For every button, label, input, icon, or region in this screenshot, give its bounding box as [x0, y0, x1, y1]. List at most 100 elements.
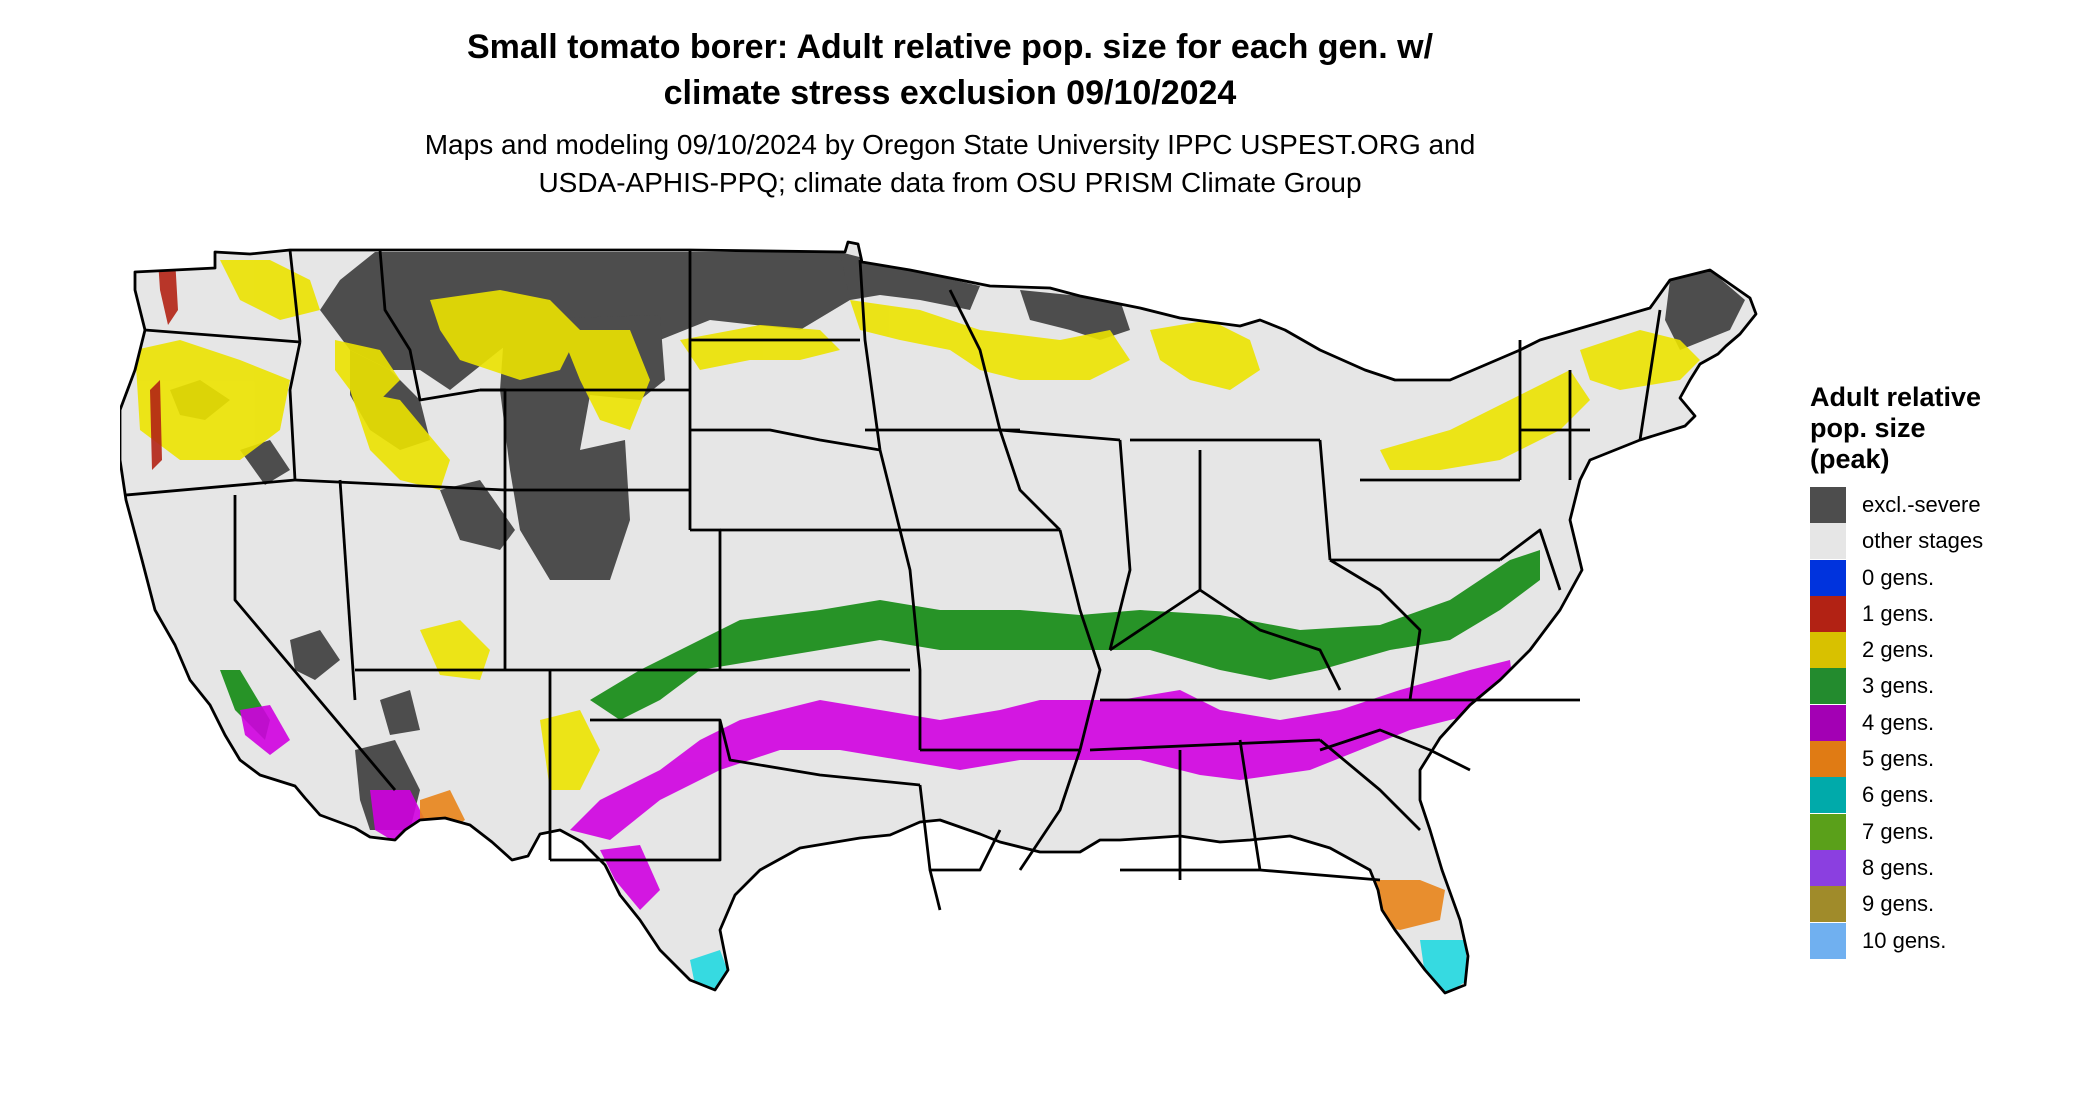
- legend-swatch: [1810, 886, 1846, 923]
- border-mn-wi: [948, 289, 1002, 431]
- legend-item: 4 gens.: [1810, 704, 2090, 741]
- map-subtitle: Maps and modeling 09/10/2024 by Oregon S…: [0, 126, 1900, 202]
- legend-label: 8 gens.: [1862, 854, 1935, 880]
- border-oh-pa: [1318, 439, 1332, 561]
- border-ca-nv: [233, 495, 397, 791]
- border-ar-la-tx: [918, 784, 1002, 872]
- legend-swatch: [1810, 741, 1846, 778]
- us-map: [120, 230, 1770, 1110]
- legend-swatch: [1810, 523, 1846, 560]
- legend-label: 7 gens.: [1862, 818, 1935, 844]
- state-borders: [120, 240, 1758, 995]
- gen5-zone-gulf-coast: [780, 880, 1445, 960]
- border-wi-il: [999, 428, 1121, 442]
- legend-item: 8 gens.: [1810, 849, 2090, 886]
- legend-title-line-1: Adult relative: [1810, 382, 1982, 412]
- gen2-zone-nm-north: [540, 710, 600, 790]
- border-nm-tx: [550, 720, 722, 862]
- legend-item: 0 gens.: [1810, 559, 2090, 596]
- border-tn-ms-al-ga: [1089, 738, 1321, 752]
- legend-swatch: [1810, 487, 1846, 523]
- legend-label: 5 gens.: [1862, 746, 1935, 772]
- map-title: Small tomato borer: Adult relative pop. …: [0, 24, 1900, 116]
- legend-swatch: [1810, 922, 1846, 959]
- border-la-tx-coast: [928, 869, 942, 911]
- gen2-zones: [135, 260, 1700, 790]
- legend-item: 9 gens.: [1810, 886, 2090, 923]
- gen2-zone-new-england: [1580, 330, 1700, 390]
- border-ms-river: [1018, 749, 1082, 871]
- legend-title-line-3: (peak): [1810, 444, 1890, 474]
- us-map-canvas: [120, 240, 1758, 995]
- map-title-line-2: climate stress exclusion 09/10/2024: [663, 74, 1237, 112]
- legend-item: other stages: [1810, 523, 2090, 560]
- legend-item: excl.-severe: [1810, 487, 2090, 523]
- legend-label: excl.-severe: [1862, 492, 1981, 517]
- us-outline: [120, 240, 1758, 995]
- gen2-zone-oregon: [135, 340, 290, 460]
- legend-swatch: [1810, 704, 1846, 741]
- legend-item: 6 gens.: [1810, 777, 2090, 814]
- excluded-zone-maine: [1665, 270, 1745, 350]
- gen2-zone-idaho: [335, 340, 400, 400]
- excluded-zone-minnesota: [840, 252, 980, 310]
- map-legend: Adult relative pop. size (peak) excl.-se…: [1810, 382, 2090, 959]
- legend-label: 2 gens.: [1862, 637, 1935, 663]
- gen2-zone-nevada: [350, 390, 450, 490]
- border-nd-mn: [858, 259, 882, 451]
- legend-title-line-2: pop. size: [1810, 413, 1926, 443]
- gen2-zone-utah-plateau: [420, 620, 490, 680]
- legend-swatch: [1810, 813, 1846, 850]
- legend-items: excl.-severe other stages 0 gens. 1 gens. 2 …: [1810, 487, 2090, 959]
- gen1-zone-cascades: [150, 258, 178, 470]
- legend-swatch: [1810, 632, 1846, 669]
- border-il-in: [1108, 439, 1132, 651]
- gen1-zones: [150, 258, 178, 470]
- border-al-ga: [1238, 739, 1262, 871]
- legend-item: 10 gens.: [1810, 922, 2090, 959]
- legend-item: 5 gens.: [1810, 741, 2090, 778]
- border-nj-de: [1499, 528, 1562, 591]
- border-ga-sc: [1319, 738, 1421, 831]
- border-or-id: [288, 341, 302, 481]
- legend-label: 6 gens.: [1862, 782, 1935, 808]
- gen2-zone-dakotas: [680, 325, 840, 370]
- legend-swatch: [1810, 777, 1846, 814]
- legend-label: 10 gens.: [1862, 927, 1947, 953]
- gen4-zone-california: [240, 705, 290, 755]
- legend-item: 1 gens.: [1810, 595, 2090, 632]
- gen2-zone-wyoming: [560, 330, 650, 430]
- legend-label: 9 gens.: [1862, 891, 1935, 917]
- border-id-nv-ut-south: [294, 478, 506, 492]
- gen2-zone-michigan: [1150, 320, 1260, 390]
- map-subtitle-line-2: USDA-APHIS-PPQ; climate data from OSU PR…: [538, 167, 1362, 198]
- border-wa-or: [144, 328, 301, 344]
- border-or-ca-nv: [125, 478, 296, 497]
- legend-label: 3 gens.: [1862, 673, 1935, 699]
- legend-title: Adult relative pop. size (peak): [1810, 382, 2090, 475]
- border-wv-va: [1329, 558, 1422, 701]
- legend-item: 7 gens.: [1810, 813, 2090, 850]
- border-mo-ks: [898, 529, 922, 750]
- gen2-zone-new-york: [1380, 370, 1590, 470]
- map-subtitle-line-1: Maps and modeling 09/10/2024 by Oregon S…: [424, 129, 1476, 160]
- border-ia-il: [998, 429, 1061, 531]
- legend-label: other stages: [1862, 528, 1984, 554]
- legend-swatch: [1810, 849, 1846, 886]
- border-ga-fl-al: [1120, 868, 1381, 882]
- border-nc-sc: [1319, 728, 1471, 772]
- legend-label: 4 gens.: [1862, 709, 1935, 735]
- border-wa-id: [288, 249, 302, 343]
- border-sd-ne: [690, 428, 881, 452]
- excluded-zone-utah: [440, 480, 515, 550]
- border-new-england: [1518, 309, 1662, 480]
- border-oh-ky-wv: [1109, 588, 1342, 691]
- legend-item: 2 gens.: [1810, 632, 2090, 669]
- legend-swatch: [1810, 595, 1846, 632]
- gen3-zone-central-band: [590, 550, 1540, 720]
- border-mo-il-ky: [1058, 529, 1102, 751]
- map-title-line-1: Small tomato borer: Adult relative pop. …: [466, 28, 1434, 66]
- legend-item: 3 gens.: [1810, 668, 2090, 705]
- border-nv-ut: [338, 479, 357, 701]
- gen2-zone-montana: [430, 290, 580, 380]
